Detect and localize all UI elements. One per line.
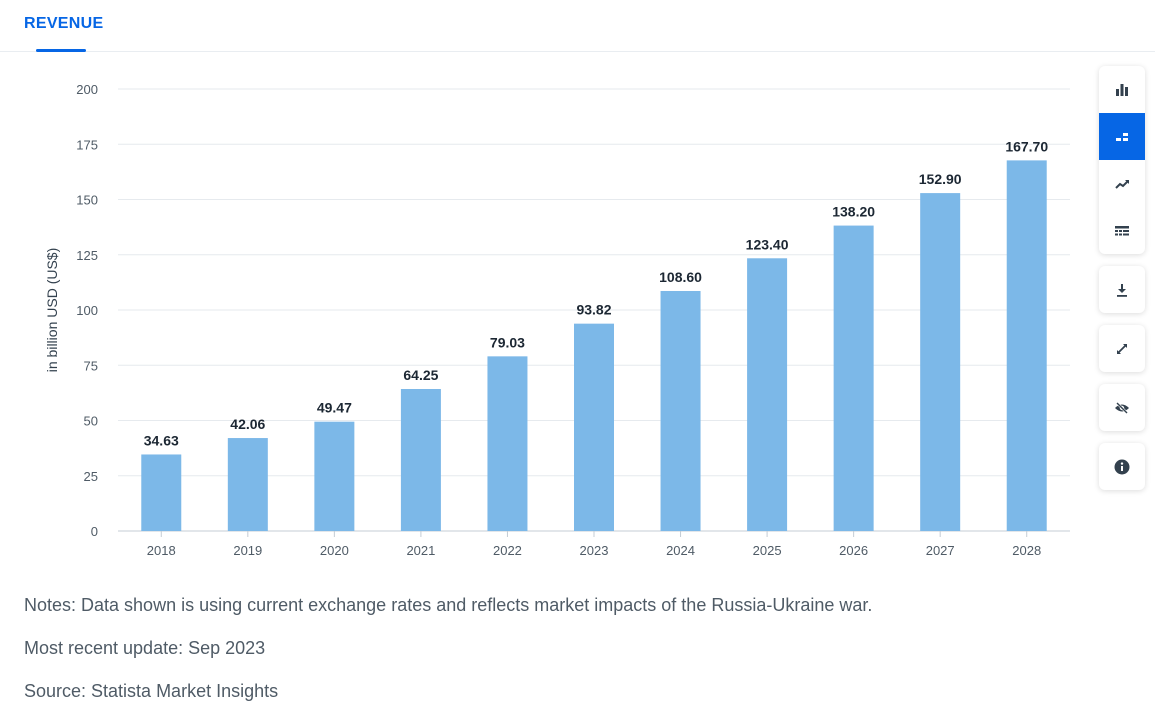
bar-value-label: 138.20 — [832, 204, 875, 220]
hide-button[interactable] — [1099, 384, 1145, 431]
hide-group — [1099, 384, 1145, 431]
bar — [747, 258, 788, 531]
y-tick-label: 0 — [91, 524, 98, 539]
bar-value-label: 93.82 — [576, 302, 611, 318]
bar — [574, 323, 614, 531]
y-tick-label: 125 — [76, 248, 98, 263]
info-icon — [1114, 459, 1130, 474]
download-icon — [1117, 283, 1127, 297]
trend-line-icon — [1115, 179, 1129, 189]
notes-text: Notes: Data shown is using current excha… — [24, 595, 873, 615]
bar — [400, 389, 441, 531]
x-tick-label: 2020 — [320, 543, 349, 558]
fullscreen-button[interactable] — [1099, 325, 1145, 372]
bar-chart-button[interactable] — [1099, 66, 1145, 113]
bar-value-label: 79.03 — [490, 334, 525, 350]
y-tick-label: 175 — [76, 137, 98, 152]
update-text: Most recent update: Sep 2023 — [24, 638, 266, 658]
bar-value-label: 42.06 — [230, 416, 265, 432]
y-tick-label: 100 — [76, 303, 98, 318]
bar-chart-icon — [1116, 83, 1128, 96]
bar — [141, 454, 182, 531]
bar — [1006, 160, 1047, 531]
y-tick-label: 50 — [84, 414, 98, 429]
chart-notes: Notes: Data shown is using current excha… — [24, 594, 872, 723]
bar-value-label: 108.60 — [659, 269, 702, 285]
tab-revenue[interactable]: REVENUE — [24, 15, 104, 32]
download-group — [1099, 266, 1145, 313]
bar-value-label: 152.90 — [919, 171, 962, 187]
chart-toolbar — [1099, 66, 1145, 490]
bar — [487, 356, 528, 531]
x-tick-label: 2023 — [580, 543, 609, 558]
revenue-bar-chart: 0 25 50 75 100 125 150 175 200 in billion USD (US… — [44, 82, 1070, 558]
x-tick-label: 2018 — [147, 543, 176, 558]
table-view-icon — [1115, 225, 1129, 235]
x-tick-label: 2024 — [666, 543, 695, 558]
chart-type-group — [1099, 66, 1145, 254]
y-tick-label: 75 — [84, 358, 98, 373]
y-tick-label: 200 — [76, 82, 98, 97]
table-view-button[interactable] — [1099, 207, 1145, 254]
bar — [227, 438, 268, 531]
fullscreen-group — [1099, 325, 1145, 372]
bar — [920, 193, 961, 531]
fullscreen-icon — [1117, 343, 1127, 354]
source-text: Source: Statista Market Insights — [24, 681, 279, 701]
download-button[interactable] — [1099, 266, 1145, 313]
x-tick-label: 2027 — [926, 543, 955, 558]
bar-value-label: 64.25 — [403, 367, 438, 383]
bar-value-label: 167.70 — [1005, 138, 1048, 154]
bar — [660, 290, 701, 531]
hide-icon — [1115, 401, 1129, 414]
x-tick-label: 2026 — [839, 543, 868, 558]
bar-value-label: 34.63 — [144, 432, 179, 448]
info-group — [1099, 443, 1145, 490]
x-tick-label: 2019 — [233, 543, 262, 558]
bar — [314, 421, 355, 531]
x-tick-label: 2022 — [493, 543, 522, 558]
x-tick-label: 2028 — [1012, 543, 1041, 558]
trend-line-button[interactable] — [1099, 160, 1145, 207]
stacked-bar-button[interactable] — [1099, 113, 1145, 160]
tab-active-indicator — [36, 49, 86, 52]
bar-value-label: 123.40 — [746, 236, 789, 252]
y-axis-title: in billion USD (US$) — [44, 248, 60, 372]
x-tick-label: 2025 — [753, 543, 782, 558]
info-button[interactable] — [1099, 443, 1145, 490]
tab-bar: REVENUE — [0, 0, 1155, 52]
bar-value-label: 49.47 — [317, 400, 352, 416]
y-tick-label: 25 — [84, 469, 98, 484]
bar — [833, 225, 874, 531]
x-tick-label: 2021 — [406, 543, 435, 558]
y-tick-label: 150 — [76, 193, 98, 208]
stacked-bar-icon — [1116, 132, 1128, 141]
